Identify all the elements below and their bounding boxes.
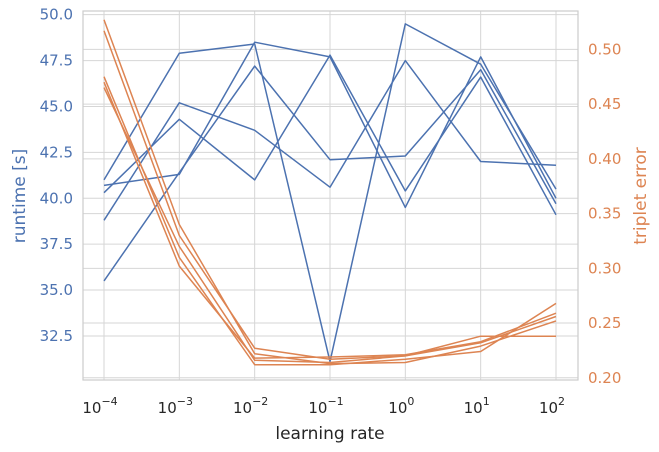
left-y-tick-labels: 32.5 35.0 37.5 40.0 42.5 45.0 47.5 50.0 (40, 6, 73, 345)
left-y-tick-label: 45.0 (40, 97, 73, 115)
right-y-axis-label: triplet error (631, 147, 651, 245)
right-y-tick-label: 0.30 (588, 259, 621, 277)
right-y-tick-label: 0.20 (588, 369, 621, 387)
grid (83, 11, 578, 380)
x-tick-label: 101 (464, 395, 490, 417)
runtime-series-line (103, 23, 557, 363)
left-y-tick-label: 35.0 (40, 281, 73, 299)
right-y-tick-labels: 0.20 0.25 0.30 0.35 0.40 0.45 0.50 (588, 40, 621, 386)
x-tick-label: 10−4 (82, 395, 117, 417)
right-y-tick-label: 0.45 (588, 95, 621, 113)
x-tick-label: 102 (539, 395, 565, 417)
runtime-series-line (103, 54, 557, 216)
left-y-tick-label: 40.0 (40, 189, 73, 207)
runtime-series-line (103, 65, 557, 282)
x-tick-labels: 10−4 10−3 10−2 10−1 100 101 102 (82, 395, 565, 417)
right-y-tick-label: 0.40 (588, 150, 621, 168)
runtime-series-line (103, 59, 557, 221)
left-y-tick-label: 47.5 (40, 52, 73, 70)
right-y-tick-label: 0.35 (588, 205, 621, 223)
right-y-tick-label: 0.50 (588, 40, 621, 58)
plot-frame (82, 10, 579, 381)
right-y-tick-label: 0.25 (588, 314, 621, 332)
triplet-error-series-line (103, 81, 557, 359)
x-tick-label: 10−2 (233, 395, 268, 417)
left-y-tick-label: 42.5 (40, 143, 73, 161)
x-axis-label: learning rate (275, 424, 384, 444)
triplet-error-series-line (103, 76, 557, 366)
x-tick-label: 100 (388, 395, 414, 417)
series-lines (103, 19, 557, 366)
left-y-axis-label: runtime [s] (10, 149, 30, 243)
triplet-error-series-line (103, 30, 557, 360)
x-tick-label: 10−3 (158, 395, 193, 417)
triplet-error-series-line (103, 87, 556, 364)
x-tick-label: 10−1 (308, 395, 343, 417)
triplet-error-series-line (103, 19, 557, 365)
left-y-tick-label: 37.5 (40, 235, 73, 253)
left-y-tick-label: 50.0 (40, 6, 73, 24)
left-y-tick-label: 32.5 (40, 327, 73, 345)
runtime-series-line (103, 41, 557, 209)
